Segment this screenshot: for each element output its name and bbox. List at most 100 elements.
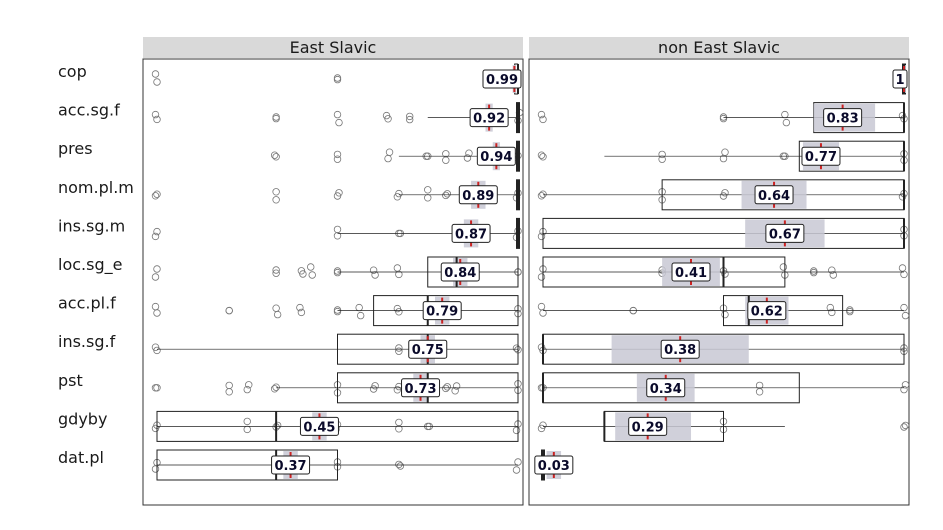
data-point <box>272 304 280 312</box>
data-point <box>537 110 546 119</box>
data-point <box>537 151 546 159</box>
data-point <box>272 269 280 277</box>
data-point <box>384 115 392 123</box>
data-point <box>846 307 854 316</box>
data-point <box>810 267 818 275</box>
data-point <box>225 388 233 396</box>
data-point <box>333 232 342 240</box>
data-point <box>333 268 342 277</box>
data-point <box>151 302 160 311</box>
data-point <box>810 268 818 277</box>
data-point <box>782 118 791 127</box>
data-point <box>537 273 546 281</box>
mean-label: 0.03 <box>538 459 570 474</box>
mean-label: 0.41 <box>675 266 707 281</box>
data-point <box>153 190 161 198</box>
row-label: pres <box>58 139 93 158</box>
data-point <box>755 381 764 390</box>
data-point <box>395 418 403 427</box>
iqr-box <box>156 449 338 481</box>
data-point <box>395 189 403 198</box>
data-point <box>395 425 403 433</box>
panel-strip <box>143 37 523 58</box>
mean-label-box <box>482 69 522 89</box>
data-point <box>719 113 728 121</box>
data-point <box>333 150 342 159</box>
data-point <box>395 308 403 316</box>
data-point <box>151 465 160 473</box>
mean-label-box <box>671 262 711 282</box>
data-point <box>272 383 280 391</box>
mean-label-box <box>422 301 462 321</box>
data-point <box>442 156 450 164</box>
box-row: 0.77 <box>537 140 908 172</box>
data-point <box>245 381 253 389</box>
panel-strip <box>529 37 909 58</box>
data-point <box>243 385 251 394</box>
data-point <box>901 421 910 430</box>
box-row: 0.94 <box>270 140 522 172</box>
data-point <box>443 190 451 198</box>
data-point <box>512 466 521 474</box>
data-point <box>333 110 342 119</box>
mean-label: 0.75 <box>412 343 444 358</box>
data-point <box>272 196 280 204</box>
mean-label: 0.94 <box>480 150 512 165</box>
data-point <box>151 192 160 200</box>
data-point <box>333 74 342 82</box>
data-point <box>225 381 233 390</box>
mean-label: 0.29 <box>632 420 664 435</box>
data-point <box>901 311 910 320</box>
data-point <box>537 302 546 311</box>
mean-label-box <box>892 69 908 89</box>
iqr-box <box>427 256 519 288</box>
data-point <box>781 110 789 119</box>
data-point <box>900 423 908 431</box>
iqr-box <box>723 295 844 327</box>
mean-label: 0.73 <box>404 382 436 397</box>
box-row: 0.73 <box>151 372 522 404</box>
panel-title: non East Slavic <box>658 38 780 57</box>
mean-label: 0.37 <box>275 459 307 474</box>
data-point <box>272 114 280 123</box>
data-point <box>721 148 729 156</box>
mean-label-box <box>646 378 686 398</box>
data-point <box>307 263 315 271</box>
data-point <box>846 306 854 314</box>
data-point <box>369 266 378 274</box>
data-point <box>273 421 282 430</box>
data-point <box>719 154 728 163</box>
data-point <box>333 75 342 84</box>
box-row: 0.41 <box>537 256 908 288</box>
mean-label-box <box>747 301 787 321</box>
data-point <box>297 267 306 275</box>
mean-label-box <box>628 416 668 436</box>
mean-label: 0.87 <box>455 227 487 242</box>
data-point <box>225 306 233 315</box>
data-point <box>153 227 161 236</box>
mean-label: 0.79 <box>426 305 458 320</box>
data-point <box>396 462 405 470</box>
data-point <box>539 421 547 429</box>
mean-label: 0.77 <box>805 150 837 165</box>
data-point <box>539 309 547 317</box>
data-point <box>393 264 402 272</box>
box-row: 0.34 <box>537 372 910 404</box>
box-row: 0.62 <box>537 295 910 327</box>
mean-label-box <box>299 416 339 436</box>
box-row: 0.92 <box>151 102 524 134</box>
data-point <box>153 265 161 273</box>
data-point <box>153 78 161 86</box>
data-point <box>755 388 764 396</box>
data-point <box>333 225 342 234</box>
data-point <box>900 385 908 394</box>
data-point <box>308 271 316 279</box>
box-row: 0.29 <box>537 410 910 442</box>
data-point <box>151 384 160 392</box>
data-point <box>153 309 161 317</box>
row-label: cop <box>58 62 87 81</box>
data-point <box>270 385 279 393</box>
data-point <box>272 266 280 274</box>
data-point <box>512 344 521 352</box>
